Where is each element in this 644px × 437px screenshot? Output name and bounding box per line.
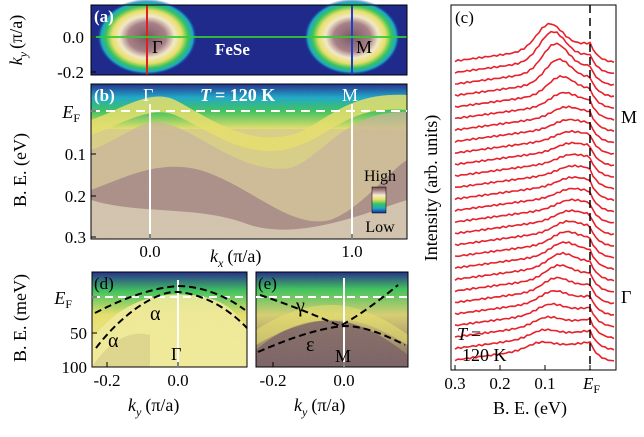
panel-d-ytick-ef: EF bbox=[53, 288, 72, 311]
edc-curve bbox=[454, 198, 615, 224]
panel-b-ylabel: B. E. (eV) bbox=[10, 133, 31, 207]
edc-curve bbox=[454, 141, 615, 167]
panel-e: (e) γ ε M -0.2 0.0 ky (π/a) bbox=[255, 271, 409, 419]
edc-curve bbox=[454, 251, 615, 282]
panel-d-gamma: Γ bbox=[171, 344, 181, 364]
panel-d-ylabel: B. E. (meV) bbox=[10, 274, 31, 362]
edc-curve bbox=[454, 315, 615, 340]
panel-b-ytick-ef: EF bbox=[61, 102, 80, 125]
panel-c: (c) M Γ T = 120 K 0.3 0.2 0.1 EF B. E. (e… bbox=[421, 4, 637, 419]
panel-a-ylabel: ky(π/a) bbox=[6, 15, 30, 65]
panel-b-gamma: Γ bbox=[143, 85, 153, 105]
edc-curve bbox=[455, 42, 615, 86]
colorbar-low: Low bbox=[365, 219, 395, 236]
edc-curve bbox=[454, 241, 615, 271]
edc-curve bbox=[454, 328, 615, 351]
panel-a-ytick-0: 0.0 bbox=[63, 28, 84, 47]
panel-d-alpha: α bbox=[150, 303, 161, 325]
panel-b-ytick-3: 0.3 bbox=[65, 228, 86, 247]
edc-curve bbox=[454, 289, 615, 316]
panel-c-m: M bbox=[621, 107, 637, 127]
edc-curve bbox=[454, 176, 615, 202]
panel-d: (d) α α Γ EF 50 100 B. E. (meV) -0.2 0.0… bbox=[10, 271, 248, 419]
edc-curve bbox=[454, 263, 615, 293]
panel-a: (a) Γ M FeSe 0.0 -0.2 ky(π/a) bbox=[6, 0, 408, 82]
panel-c-ylabel: Intensity (arb. units) bbox=[421, 115, 442, 261]
edc-curve bbox=[454, 302, 615, 328]
panel-d-label: (d) bbox=[94, 274, 114, 293]
edc-curve bbox=[454, 187, 615, 213]
panel-b-m: M bbox=[342, 85, 358, 105]
panel-a-gamma: Γ bbox=[152, 37, 162, 57]
panel-d-ytick-2: 100 bbox=[62, 358, 88, 377]
edc-curve bbox=[454, 219, 614, 247]
edc-curve bbox=[454, 91, 615, 121]
panel-d-alpha2: α bbox=[108, 330, 119, 352]
edc-curve bbox=[454, 22, 615, 64]
edc-curves bbox=[454, 22, 615, 362]
panel-b-ytick-1: 0.1 bbox=[65, 145, 86, 164]
panel-b-xtick-1: 1.0 bbox=[341, 242, 362, 261]
edc-curve bbox=[454, 105, 615, 133]
edc-curve bbox=[454, 276, 615, 305]
panel-b-xtick-0: 0.0 bbox=[139, 242, 160, 261]
panel-c-label: (c) bbox=[455, 8, 474, 27]
panel-d-ytick-1: 50 bbox=[70, 324, 87, 343]
panel-a-material: FeSe bbox=[215, 40, 250, 59]
panel-c-xtick-1: 0.2 bbox=[489, 374, 510, 393]
edc-curve bbox=[454, 74, 615, 109]
panel-c-gamma: Γ bbox=[621, 287, 631, 307]
d-alpha-band-inner bbox=[94, 284, 246, 314]
panel-a-m: M bbox=[356, 37, 372, 57]
colorbar-high: High bbox=[364, 168, 396, 185]
panel-e-xtick-0: -0.2 bbox=[260, 371, 287, 390]
d-alpha-band-outer bbox=[95, 290, 248, 349]
panel-c-xlabel: B. E. (eV) bbox=[493, 398, 567, 419]
panel-a-ytick-1: -0.2 bbox=[57, 63, 84, 82]
edc-curve bbox=[454, 340, 615, 362]
edc-curve bbox=[454, 230, 615, 259]
panel-e-label: (e) bbox=[258, 274, 277, 293]
colorbar bbox=[371, 186, 387, 214]
panel-b-temperature: T = 120 K bbox=[200, 85, 275, 105]
panel-c-xtick-ef: EF bbox=[582, 374, 600, 396]
panel-b-ytick-2: 0.2 bbox=[65, 187, 86, 206]
panel-b-xlabel: kx (π/a) bbox=[210, 246, 261, 270]
panel-c-xtick-0: 0.3 bbox=[444, 374, 465, 393]
edc-curve bbox=[454, 209, 615, 236]
panel-c-xtick-2: 0.1 bbox=[534, 374, 555, 393]
edc-curve bbox=[454, 118, 615, 144]
edc-curve bbox=[454, 153, 615, 178]
panel-c-temp-line2: 120 K bbox=[462, 345, 507, 365]
panel-a-label: (a) bbox=[94, 7, 114, 26]
e-epsilon-band bbox=[257, 324, 406, 353]
panel-d-xlabel: ky (π/a) bbox=[128, 395, 179, 419]
panel-b-label: (b) bbox=[94, 86, 115, 105]
panel-c-temp-line1: T = bbox=[457, 324, 481, 344]
edc-curve bbox=[454, 129, 615, 155]
panel-e-m: M bbox=[335, 346, 351, 366]
e-gamma-band bbox=[259, 284, 399, 328]
panel-e-gamma-band: γ bbox=[295, 295, 305, 317]
panel-e-xtick-1: 0.0 bbox=[333, 371, 354, 390]
edc-curve bbox=[454, 164, 615, 190]
edc-curve bbox=[454, 30, 615, 74]
edc-curve bbox=[454, 58, 615, 98]
panel-d-xtick-1: 0.0 bbox=[167, 371, 188, 390]
panel-e-epsilon: ε bbox=[306, 334, 314, 356]
panel-e-xlabel: ky (π/a) bbox=[294, 395, 345, 419]
panel-b: (b) Γ M T = 120 K High Low EF 0.1 0.2 0.3… bbox=[10, 83, 408, 270]
panel-d-xtick-0: -0.2 bbox=[94, 371, 121, 390]
